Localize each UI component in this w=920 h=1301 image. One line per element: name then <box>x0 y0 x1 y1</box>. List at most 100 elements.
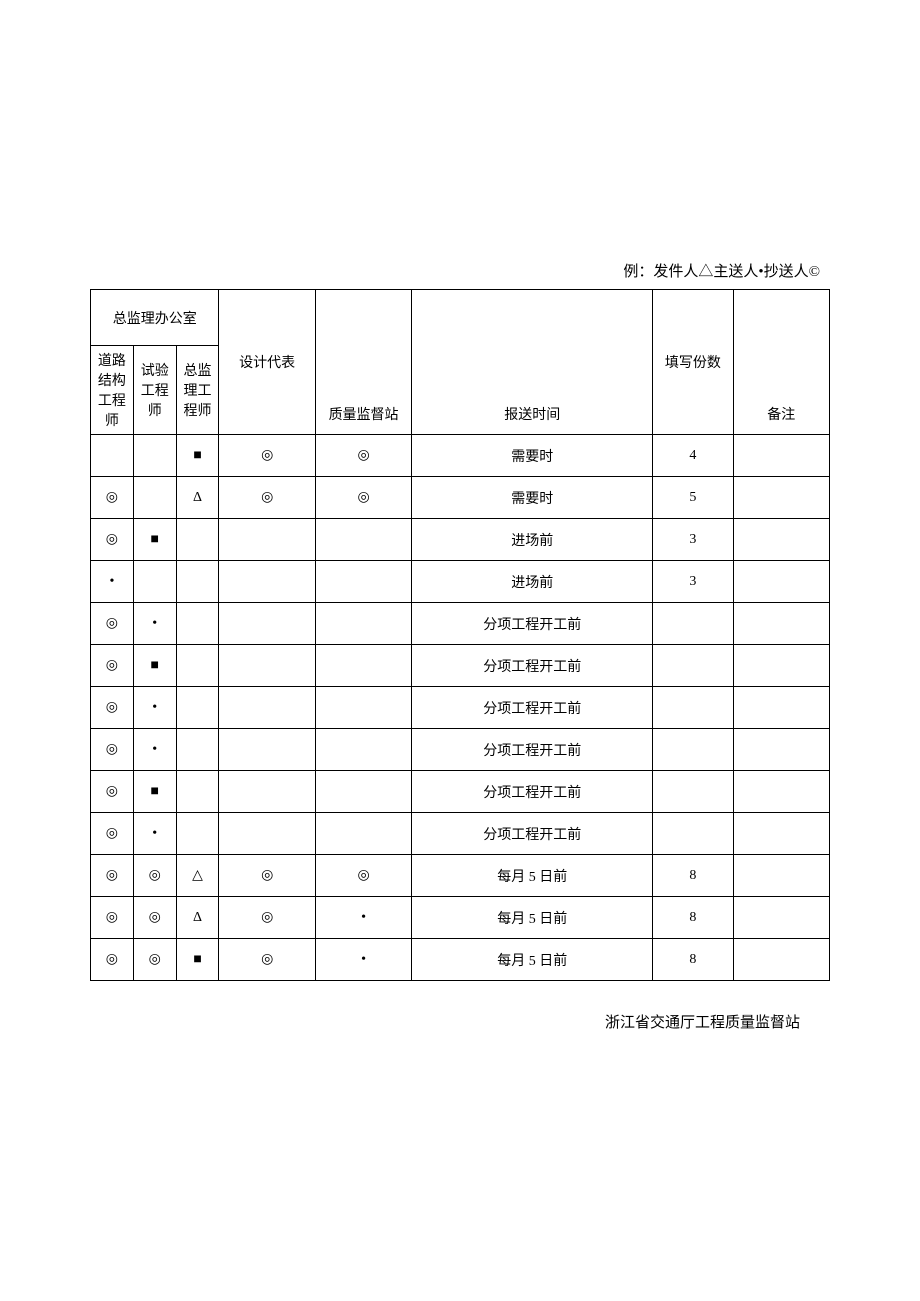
cell-copies <box>653 687 733 729</box>
cell-chief <box>176 645 219 687</box>
cell-chief <box>176 603 219 645</box>
table-row: ◎■进场前3 <box>91 519 830 561</box>
table-row: ◎• 分项工程开工前 <box>91 687 830 729</box>
cell-quality <box>315 603 411 645</box>
cell-time: 分项工程开工前 <box>412 687 653 729</box>
cell-test <box>133 561 176 603</box>
cell-design <box>219 561 315 603</box>
cell-quality: • <box>315 897 411 939</box>
cell-chief: Δ <box>176 477 219 519</box>
cell-quality <box>315 561 411 603</box>
cell-copies: 3 <box>653 561 733 603</box>
cell-time: 每月 5 日前 <box>412 855 653 897</box>
cell-quality: ◎ <box>315 435 411 477</box>
cell-remark <box>733 603 829 645</box>
cell-design: ◎ <box>219 897 315 939</box>
cell-test: • <box>133 603 176 645</box>
table-row: ◎Δ◎◎需要时5 <box>91 477 830 519</box>
legend-text: 例：发件人△主送人•抄送人© <box>90 260 830 281</box>
cell-test: ◎ <box>133 897 176 939</box>
header-group-office: 总监理办公室 <box>91 290 219 346</box>
cell-time: 分项工程开工前 <box>412 603 653 645</box>
cell-design <box>219 687 315 729</box>
cell-time: 分项工程开工前 <box>412 729 653 771</box>
header-quality-station: 质量监督站 <box>315 290 411 435</box>
cell-road: ◎ <box>91 687 134 729</box>
cell-quality <box>315 519 411 561</box>
cell-copies <box>653 729 733 771</box>
cell-chief: Δ <box>176 897 219 939</box>
cell-chief: △ <box>176 855 219 897</box>
table-row: •进场前3 <box>91 561 830 603</box>
cell-design <box>219 729 315 771</box>
cell-copies <box>653 603 733 645</box>
header-test-engineer: 试验工程师 <box>133 346 176 435</box>
cell-test: ◎ <box>133 855 176 897</box>
cell-design: ◎ <box>219 435 315 477</box>
table-row: ◎• 分项工程开工前 <box>91 603 830 645</box>
cell-time: 分项工程开工前 <box>412 771 653 813</box>
header-road-engineer: 道路结构工程师 <box>91 346 134 435</box>
cell-test: ■ <box>133 645 176 687</box>
cell-copies: 3 <box>653 519 733 561</box>
cell-road <box>91 435 134 477</box>
cell-remark <box>733 855 829 897</box>
header-chief-engineer: 总监理工程师 <box>176 346 219 435</box>
cell-design <box>219 771 315 813</box>
cell-quality: ◎ <box>315 477 411 519</box>
cell-test: • <box>133 813 176 855</box>
cell-remark <box>733 813 829 855</box>
cell-quality <box>315 729 411 771</box>
cell-copies <box>653 813 733 855</box>
cell-test <box>133 477 176 519</box>
cell-time: 进场前 <box>412 519 653 561</box>
cell-road: ◎ <box>91 897 134 939</box>
cell-road: ◎ <box>91 939 134 981</box>
cell-quality <box>315 687 411 729</box>
cell-chief <box>176 687 219 729</box>
cell-design <box>219 645 315 687</box>
cell-test <box>133 435 176 477</box>
cell-chief: ■ <box>176 939 219 981</box>
cell-time: 需要时 <box>412 477 653 519</box>
cell-time: 每月 5 日前 <box>412 897 653 939</box>
cell-chief <box>176 729 219 771</box>
cell-quality <box>315 813 411 855</box>
cell-copies: 4 <box>653 435 733 477</box>
cell-copies: 8 <box>653 855 733 897</box>
cell-quality <box>315 771 411 813</box>
cell-design: ◎ <box>219 855 315 897</box>
cell-road: ◎ <box>91 729 134 771</box>
cell-chief <box>176 561 219 603</box>
cell-road: ◎ <box>91 771 134 813</box>
header-remark: 备注 <box>733 290 829 435</box>
cell-remark <box>733 561 829 603</box>
cell-remark <box>733 687 829 729</box>
cell-quality: ◎ <box>315 855 411 897</box>
cell-test: ■ <box>133 519 176 561</box>
cell-time: 每月 5 日前 <box>412 939 653 981</box>
header-submit-time: 报送时间 <box>412 290 653 435</box>
table-row: ◎◎△◎◎每月 5 日前8 <box>91 855 830 897</box>
cell-quality: • <box>315 939 411 981</box>
cell-test: ◎ <box>133 939 176 981</box>
table-row: ◎◎■◎•每月 5 日前8 <box>91 939 830 981</box>
table-row: ◎•分项工程开工前 <box>91 813 830 855</box>
cell-test: ■ <box>133 771 176 813</box>
cell-test: • <box>133 687 176 729</box>
footer-text: 浙江省交通厅工程质量监督站 <box>90 1011 830 1032</box>
cell-road: ◎ <box>91 477 134 519</box>
table-row: ◎■ 分项工程开工前 <box>91 771 830 813</box>
cell-design <box>219 519 315 561</box>
cell-design <box>219 813 315 855</box>
cell-copies: 8 <box>653 897 733 939</box>
cell-time: 分项工程开工前 <box>412 645 653 687</box>
cell-road: ◎ <box>91 813 134 855</box>
cell-copies: 5 <box>653 477 733 519</box>
cell-road: ◎ <box>91 645 134 687</box>
cell-chief <box>176 813 219 855</box>
cell-road: ◎ <box>91 603 134 645</box>
cell-remark <box>733 771 829 813</box>
cell-road: ◎ <box>91 855 134 897</box>
table-row: ◎■ 分项工程开工前 <box>91 645 830 687</box>
